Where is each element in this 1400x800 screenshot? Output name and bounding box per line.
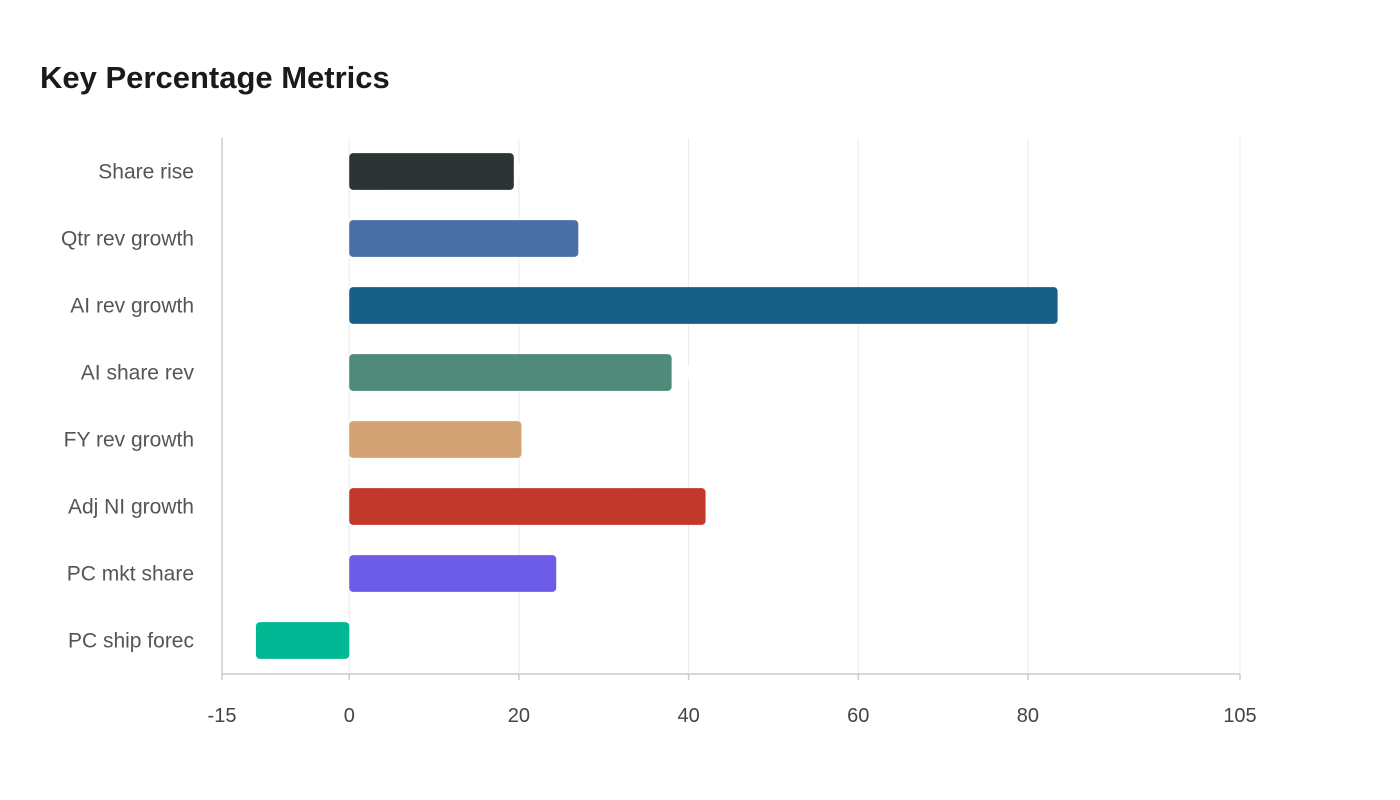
category-label: PC mkt share [67,563,194,586]
category-label: Adj NI growth [68,496,194,519]
gridlines [221,138,1241,674]
x-tick-label: -15 [208,705,237,727]
x-tick-label: 20 [508,705,530,727]
chart-title: Key Percentage Metrics [40,60,390,95]
data-label: 19.4 [514,162,549,182]
data-label: 38 [672,363,692,383]
data-label: 83.5 [1058,296,1093,316]
bar [349,287,1058,324]
data-label: 27 [578,229,598,249]
bar [255,622,350,659]
data-label: 42 [706,497,726,517]
bar [349,220,579,257]
category-label: AI rev growth [70,295,194,318]
category-label: PC ship forec [68,630,194,653]
bar [349,488,706,525]
bars [255,153,1058,659]
x-tick-label: 60 [847,705,869,727]
data-label: -11 [231,631,256,651]
bar [349,421,522,458]
data-labels: 19.4 27 83.5 38 20.3 42 24.4 -11 [231,162,1093,651]
category-label: Qtr rev growth [61,228,194,251]
category-label: AI share rev [81,362,195,385]
x-tick-label: 0 [344,705,355,727]
data-label: 20.3 [521,430,556,450]
x-tick-label: 80 [1017,705,1039,727]
category-label: Share rise [98,161,194,184]
x-tick-labels: -15 0 20 40 60 80 105 [208,674,1257,727]
x-tick-label: 40 [677,705,699,727]
x-tick-label: 105 [1223,705,1256,727]
category-labels: Share rise Qtr rev growth AI rev growth AI … [61,161,195,653]
data-label: 24.4 [556,564,591,584]
bar [349,354,672,391]
bar [349,153,514,190]
category-label: FY rev growth [64,429,194,452]
bar [349,555,557,592]
